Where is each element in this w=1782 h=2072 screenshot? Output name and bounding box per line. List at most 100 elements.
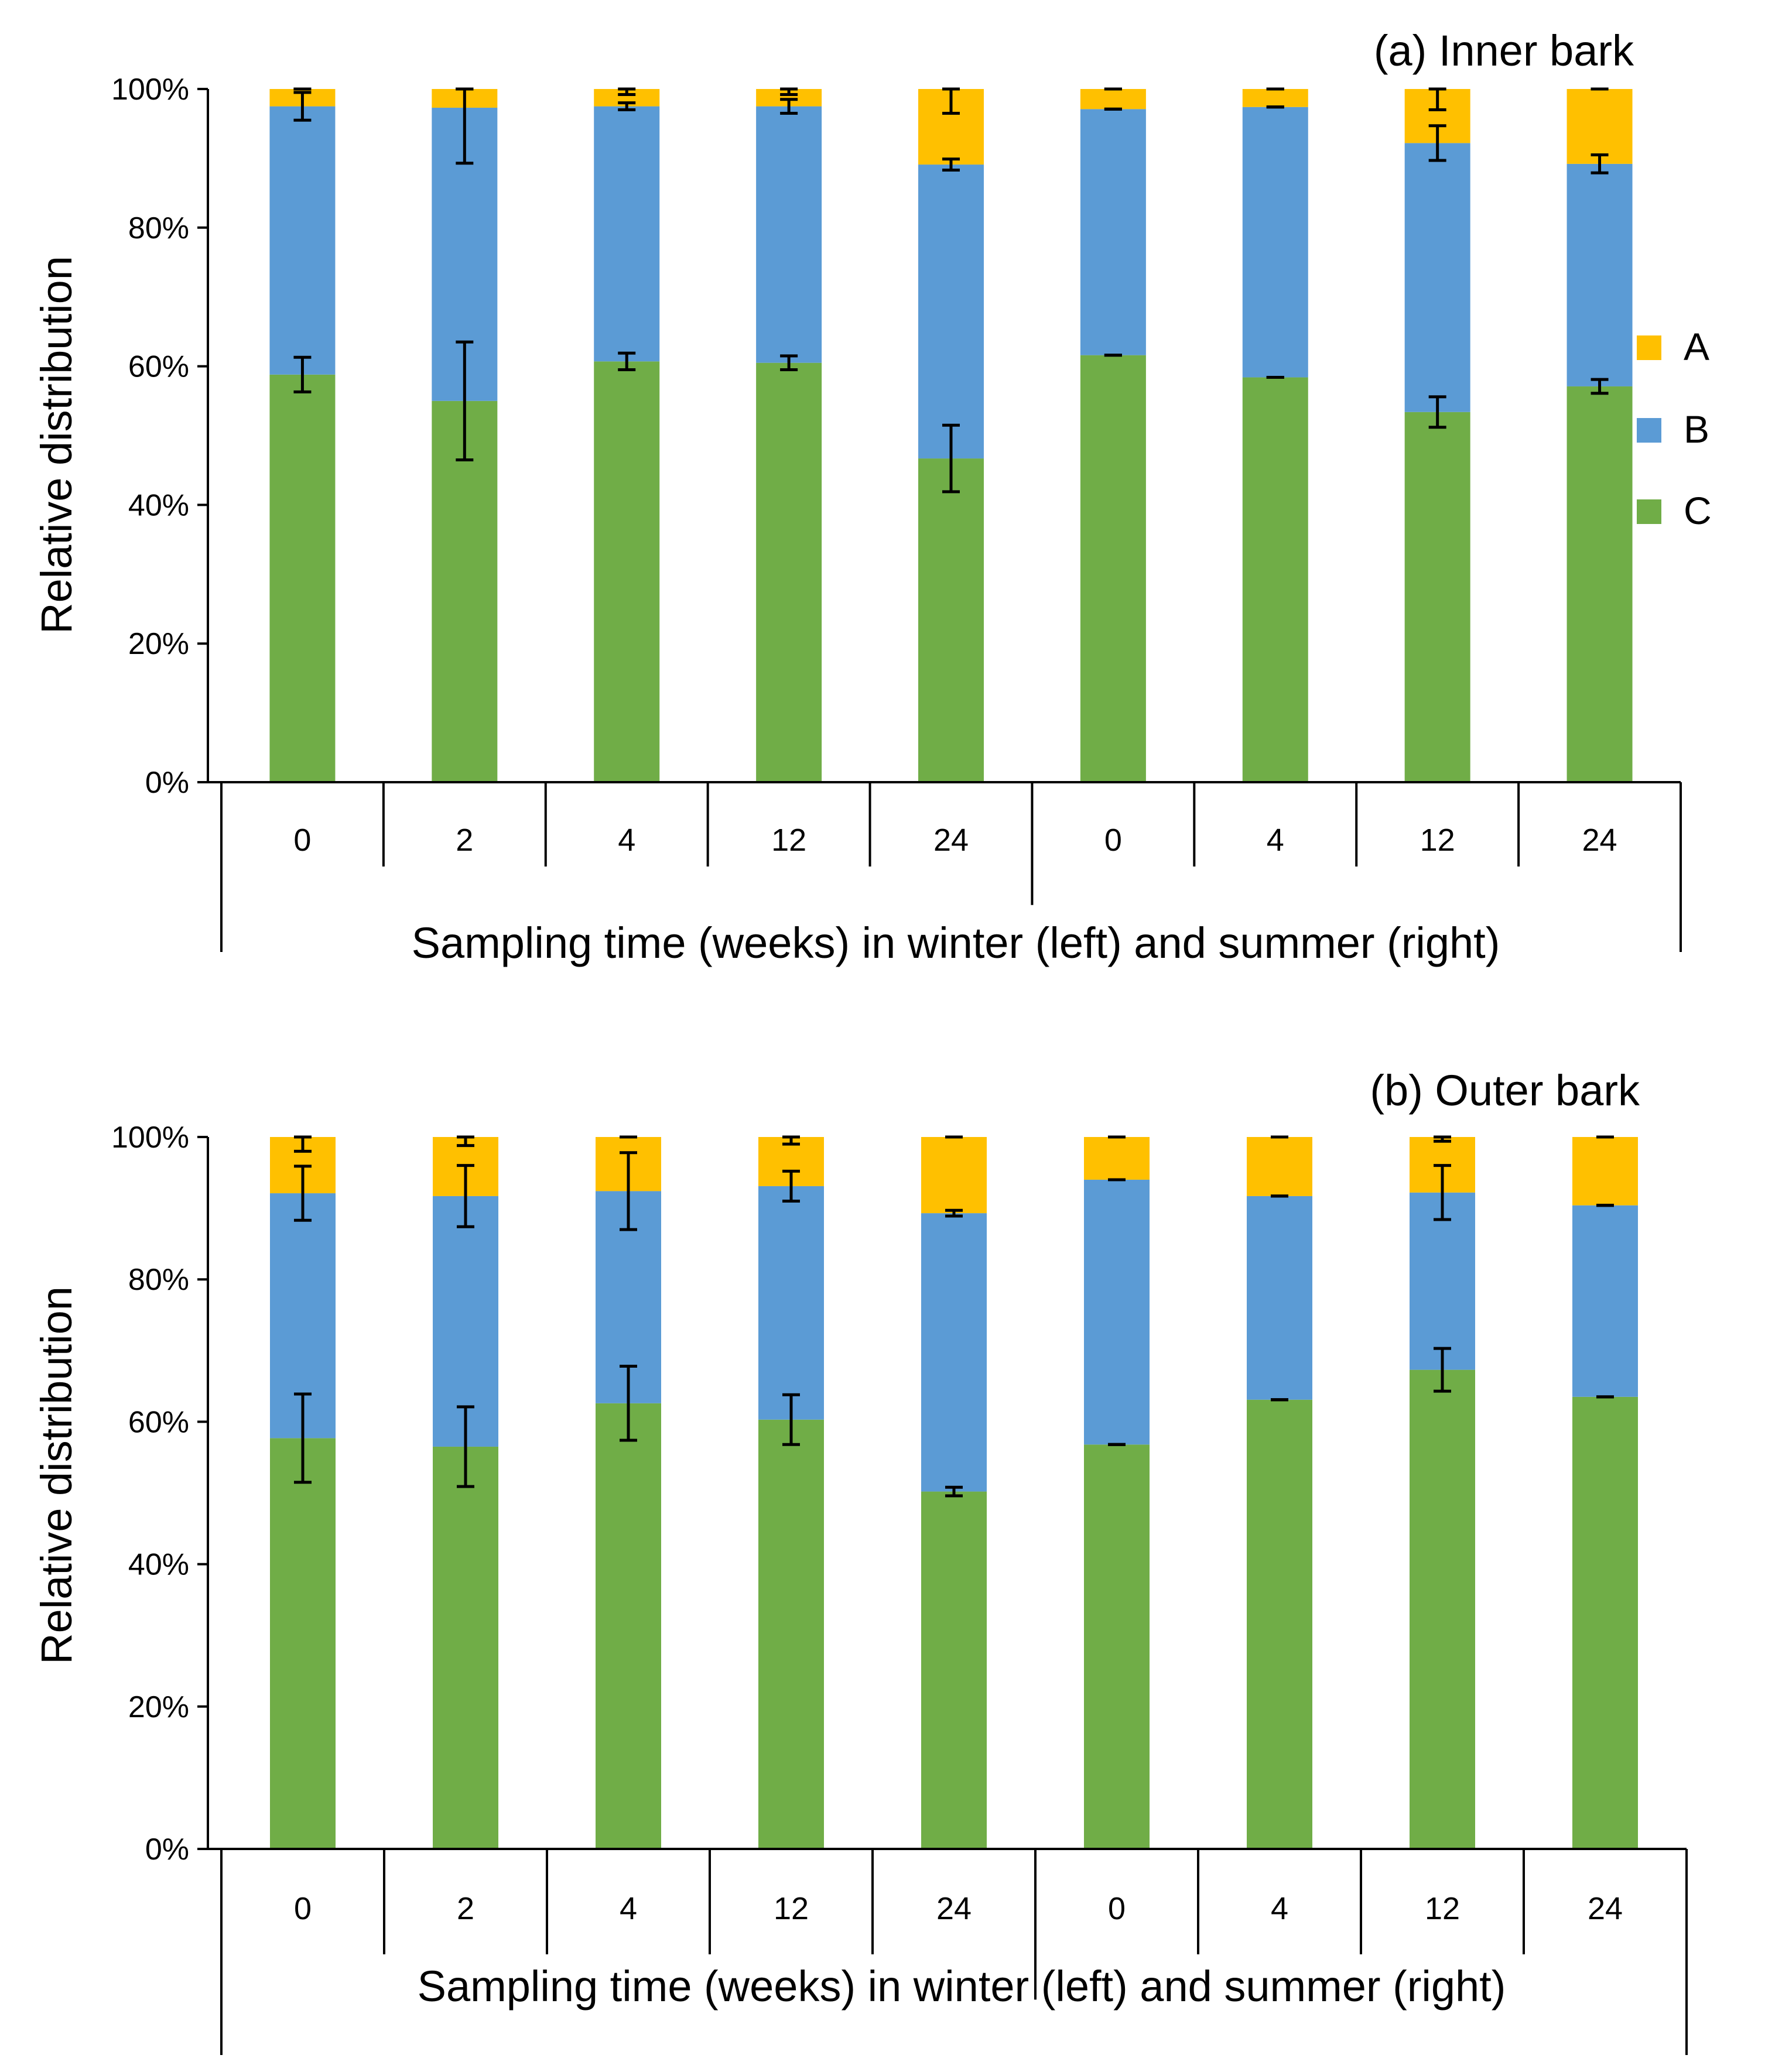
panel-a-error-bar-c-0 xyxy=(293,355,312,393)
panel-a-y-tick-label: 100% xyxy=(111,73,189,107)
panel-a-bar-b-8 xyxy=(1566,163,1633,386)
panel-b-y-tick-label: 40% xyxy=(128,1548,189,1582)
panel-b-bar-c-2 xyxy=(596,1403,661,1849)
legend-swatch-a xyxy=(1637,335,1661,360)
panel-b-bar-a-5 xyxy=(1084,1137,1150,1180)
panel-a-title: (a) Inner bark xyxy=(1374,26,1634,75)
panel-a-bar-c-2 xyxy=(594,361,660,782)
panel-a-y-tick-label: 20% xyxy=(128,627,189,661)
panel-a-error-bar-b-7 xyxy=(1428,124,1446,162)
legend-swatch-c xyxy=(1637,499,1661,524)
panel-a-x-tick-label: 4 xyxy=(1267,823,1284,858)
panel-b-bar-c-1 xyxy=(433,1446,498,1849)
panel-b-x-tick-label: 0 xyxy=(294,1891,312,1926)
panel-a-bar-a-5 xyxy=(1080,89,1146,109)
panel-a-bar-c-8 xyxy=(1566,386,1633,782)
panel-b-x-tick-label: 12 xyxy=(774,1891,809,1926)
panel-b-bar-b-1 xyxy=(433,1196,498,1447)
panel-b-x-tick-label: 4 xyxy=(620,1891,637,1926)
panel-a-bar-c-3 xyxy=(756,362,822,782)
panel-b-x-tick-label: 4 xyxy=(1271,1891,1288,1926)
panel-b-y-tick-label: 0% xyxy=(145,1833,189,1866)
panel-a-bar-b-0 xyxy=(269,106,336,375)
panel-b-error-bar-a-7 xyxy=(1434,1135,1451,1143)
panel-a-error-bar-a-2 xyxy=(618,87,636,96)
panel-b-error-bar-a-0 xyxy=(294,1135,312,1153)
panel-b-bar-b-5 xyxy=(1084,1179,1150,1445)
panel-b-error-bar-c-4 xyxy=(945,1485,963,1498)
panel-b-x-tick-label: 24 xyxy=(936,1891,972,1926)
panel-a-error-bar-b-0 xyxy=(293,91,312,122)
panel-b-bar-c-5 xyxy=(1084,1444,1150,1849)
panel-a-bar-b-7 xyxy=(1404,143,1470,412)
panel-b-error-bar-a-1 xyxy=(457,1135,474,1148)
panel-a-error-bar-b-2 xyxy=(618,101,636,112)
panel-a-bar-c-6 xyxy=(1242,377,1308,782)
panel-a-x-tick-label: 2 xyxy=(456,823,473,858)
panel-b-title: (b) Outer bark xyxy=(1370,1066,1640,1115)
panel-a-x-tick-label: 0 xyxy=(293,823,311,858)
panel-b-x-axis-title: Sampling time (weeks) in winter (left) a… xyxy=(418,1962,1506,2011)
panel-b-x-tick-label: 12 xyxy=(1425,1891,1460,1926)
panel-a-error-bar-c-8 xyxy=(1591,378,1609,395)
panel-a-bar-b-6 xyxy=(1242,107,1308,378)
panel-b-plot: 0%20%40%60%80%100%0 2 4 12 24 0 4 12 24 xyxy=(111,1121,1688,2055)
panel-b-error-bar-c-1 xyxy=(457,1405,474,1488)
panel-b-bar-b-4 xyxy=(921,1213,987,1492)
panel-b-x-tick-label: 24 xyxy=(1588,1891,1623,1926)
panel-a-y-tick-label: 80% xyxy=(128,211,189,245)
panel-b-bar-c-3 xyxy=(758,1419,824,1849)
panel-a-error-bar-a-7 xyxy=(1428,87,1446,112)
panel-a-x-tick-label: 4 xyxy=(618,823,635,858)
panel-b-bar-c-0 xyxy=(270,1438,336,1849)
panel-a-bar-b-2 xyxy=(594,106,660,362)
panel-b-bar-b-7 xyxy=(1410,1192,1475,1370)
panel-a-x-tick-label: 24 xyxy=(933,823,969,858)
panel-a-x-tick-label: 24 xyxy=(1582,823,1617,858)
panel-a-error-bar-c-3 xyxy=(780,354,798,372)
legend-label-a: A xyxy=(1684,325,1709,368)
panel-a-bar-c-4 xyxy=(918,458,984,782)
panel-a-bar-c-7 xyxy=(1404,412,1470,782)
panel-a-bar-c-5 xyxy=(1080,355,1146,782)
panel-a-error-bar-c-2 xyxy=(618,351,636,372)
panel-b-y-tick-label: 80% xyxy=(128,1263,189,1297)
panel-b-error-bar-b-3 xyxy=(782,1169,800,1203)
panel-a-y-tick-label: 60% xyxy=(128,350,189,384)
panel-b-bar-a-8 xyxy=(1572,1137,1638,1205)
legend-label-c: C xyxy=(1684,489,1712,532)
panel-b-bar-a-4 xyxy=(921,1137,987,1214)
panel-b-bar-b-6 xyxy=(1247,1196,1312,1400)
panel-a-error-bar-c-1 xyxy=(456,340,474,461)
panel-b-bar-a-6 xyxy=(1247,1137,1312,1196)
panel-b-error-bar-b-7 xyxy=(1434,1164,1451,1221)
panel-b-bar-b-3 xyxy=(758,1186,824,1420)
panel-b-error-bar-c-0 xyxy=(294,1392,312,1484)
panel-b-error-bar-a-3 xyxy=(782,1135,800,1146)
panel-b-bar-b-8 xyxy=(1572,1205,1638,1397)
panel-a-error-bar-a-3 xyxy=(780,87,798,96)
panel-a-x-tick-label: 0 xyxy=(1104,823,1122,858)
panel-b-error-bar-b-2 xyxy=(620,1151,637,1231)
panel-a-x-axis-title: Sampling time (weeks) in winter (left) a… xyxy=(412,919,1500,967)
panel-a-y-tick-label: 0% xyxy=(145,766,189,800)
panel-b-error-bar-b-0 xyxy=(294,1165,312,1222)
legend-label-b: B xyxy=(1684,407,1709,451)
panel-a-bar-c-1 xyxy=(432,400,498,782)
panel-b-bar-c-8 xyxy=(1572,1396,1638,1849)
panel-b-bar-c-6 xyxy=(1247,1399,1312,1849)
panel-b-error-bar-c-2 xyxy=(620,1365,637,1442)
panel-b-error-bar-b-1 xyxy=(457,1164,474,1228)
panel-a-bar-b-4 xyxy=(918,165,984,459)
panel-a-x-tick-label: 12 xyxy=(771,823,806,858)
panel-b-y-axis-title: Relative distribution xyxy=(32,1286,81,1665)
panel-a-error-bar-b-3 xyxy=(780,98,798,115)
panel-b-x-tick-label: 2 xyxy=(457,1891,474,1926)
panel-a-y-axis-title: Relative distribution xyxy=(32,256,81,634)
panel-a-error-bar-c-4 xyxy=(942,423,960,494)
panel-a-plot: 0%20%40%60%80%100%0 2 4 12 24 0 4 12 24 xyxy=(111,73,1682,952)
panel-b-error-bar-c-3 xyxy=(782,1393,800,1446)
panel-a-error-bar-c-7 xyxy=(1428,395,1446,429)
panel-a-bar-c-0 xyxy=(269,374,336,782)
panel-a-bar-a-6 xyxy=(1242,89,1308,107)
